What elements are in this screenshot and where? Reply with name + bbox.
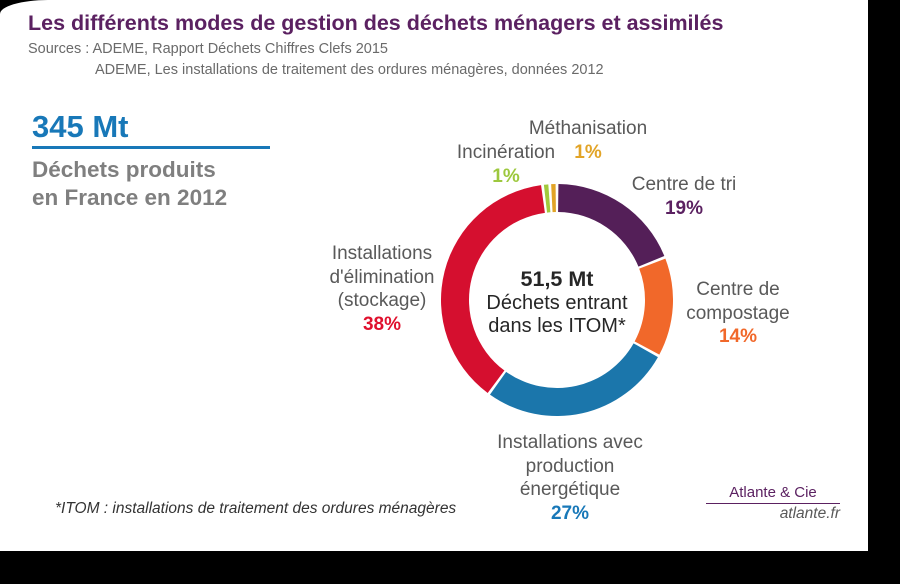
callout-stockage-label-3: (stockage) — [337, 290, 427, 311]
callout-energie-label-1: Installations avec — [497, 432, 643, 453]
callout-stockage: Installations d'élimination (stockage) 3… — [297, 242, 467, 336]
callout-methanisation-label: Méthanisation — [528, 118, 648, 139]
callout-energie: Installations avec production énergétiqu… — [460, 431, 680, 525]
subtitle-line-2: en France en 2012 — [32, 185, 228, 210]
donut-segment-incineration — [543, 184, 551, 213]
callout-energie-label-2: production — [525, 455, 615, 477]
callout-methanisation: Méthanisation 1% — [488, 117, 688, 164]
donut-segment-compostage — [634, 258, 673, 355]
callout-energie-label-3: énergétique — [519, 479, 621, 500]
source-line-1: Sources : ADEME, Rapport Déchets Chiffre… — [28, 41, 388, 57]
brand-website: atlante.fr — [779, 505, 840, 522]
callout-incineration: Incinération 1% — [406, 141, 606, 188]
callout-compostage: Centre de compostage 14% — [638, 278, 838, 349]
donut-center-label: 51,5 Mt Déchets entrant dans les ITOM* — [457, 267, 657, 339]
total-produced-subtitle: Déchets produits en France en 2012 — [32, 156, 227, 212]
donut-segment-energie — [489, 343, 658, 416]
total-produced-block: 345 Mt — [32, 110, 270, 149]
callout-compostage-label-1: Centre de — [696, 279, 780, 300]
brand-company: Atlante & Cie — [706, 484, 840, 504]
slide-canvas: Les différents modes de gestion des déch… — [0, 0, 868, 551]
center-line-3: dans les ITOM* — [488, 315, 626, 337]
callout-stockage-pct: 38% — [362, 313, 402, 335]
callout-centre-tri-pct: 19% — [664, 197, 704, 219]
footnote-itom: *ITOM : installations de traitement des … — [55, 500, 457, 517]
callout-methanisation-pct: 1% — [574, 141, 602, 163]
branding-block: Atlante & Cie atlante.fr — [706, 484, 840, 523]
callout-stockage-label-2: d'élimination — [329, 266, 435, 288]
callout-centre-tri-label: Centre de tri — [631, 174, 737, 195]
callout-incineration-label: Incinération — [456, 142, 556, 163]
callout-incineration-pct: 1% — [492, 165, 520, 187]
donut-segment-methanisation — [551, 184, 556, 213]
callout-centre-tri: Centre de tri 19% — [584, 173, 784, 220]
donut-segment-stockage — [441, 185, 545, 394]
callout-compostage-pct: 14% — [718, 326, 758, 347]
callout-stockage-label-1: Installations — [331, 243, 433, 264]
center-line-2: Déchets entrant — [486, 291, 628, 314]
center-value: 51,5 Mt — [520, 267, 594, 291]
total-produced-value: 345 Mt — [32, 109, 129, 144]
page-title: Les différents modes de gestion des déch… — [28, 11, 724, 35]
subtitle-line-1: Déchets produits — [32, 157, 216, 182]
callout-compostage-label-2: compostage — [686, 302, 790, 324]
callout-energie-pct: 27% — [550, 502, 590, 524]
donut-segment-centre-tri — [558, 184, 665, 267]
source-line-2: ADEME, Les installations de traitement d… — [95, 62, 604, 78]
donut-chart — [441, 184, 673, 416]
